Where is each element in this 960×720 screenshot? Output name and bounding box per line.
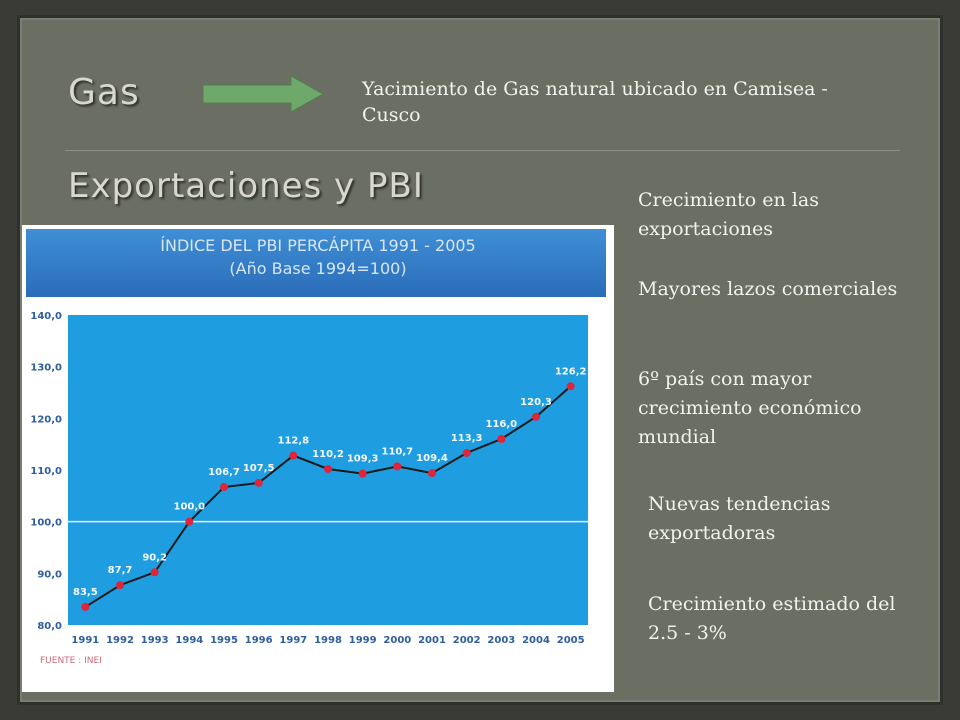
data-label: 126,2 (555, 366, 587, 377)
x-tick-label: 1995 (210, 635, 238, 646)
chart-subtitle: (Año Base 1994=100) (229, 259, 406, 278)
gdp-per-capita-chart: ÍNDICE DEL PBI PERCÁPITA 1991 - 2005 (Añ… (22, 225, 614, 692)
chart-title: ÍNDICE DEL PBI PERCÁPITA 1991 - 2005 (160, 236, 475, 255)
bullet-export-growth: Crecimiento en las exportaciones (638, 189, 819, 240)
data-point (116, 581, 124, 590)
x-tick-label: 1993 (141, 635, 169, 646)
x-tick-label: 1992 (106, 635, 134, 646)
divider (65, 150, 900, 151)
data-point (497, 435, 506, 443)
data-point (220, 483, 228, 492)
y-tick-label: 120,0 (30, 414, 62, 425)
y-tick-label: 100,0 (30, 518, 62, 529)
data-point (150, 568, 159, 577)
bullet-growth-rank: 6º país con mayor crecimiento económico … (638, 368, 862, 448)
data-label: 107,5 (243, 463, 275, 474)
chart-source: FUENTE : INEI (40, 656, 102, 666)
x-tick-label: 1998 (314, 635, 342, 646)
gas-title: Gas (68, 72, 140, 113)
data-point (566, 382, 575, 391)
data-label: 110,7 (382, 446, 414, 457)
x-tick-label: 2001 (418, 635, 446, 646)
data-markers (81, 382, 575, 611)
data-label: 106,7 (208, 467, 240, 478)
data-point (462, 448, 471, 457)
data-label: 116,0 (486, 419, 518, 430)
chart-header (26, 229, 606, 297)
x-tick-label: 1999 (349, 635, 377, 646)
data-point (185, 517, 194, 526)
gas-description: Yacimiento de Gas natural ubicado en Cam… (362, 78, 828, 126)
data-point (324, 464, 332, 473)
y-tick-label: 130,0 (30, 363, 62, 374)
x-axis: 1991 1992 1993 1994 1995 1996 1997 1998 1999 2000… (71, 635, 584, 646)
data-label: 100,0 (174, 502, 206, 513)
right-arrow-icon (203, 76, 323, 112)
data-label: 87,7 (108, 565, 133, 576)
data-point (428, 469, 436, 478)
y-tick-label: 140,0 (30, 311, 62, 322)
data-point (358, 469, 367, 478)
x-tick-label: 1991 (71, 635, 99, 646)
data-label: 110,2 (312, 449, 344, 460)
y-axis: 80,0 90,0 100,0 110,0 120,0 130,0 140,0 (30, 311, 62, 632)
data-point (532, 412, 540, 421)
data-label: 120,3 (520, 397, 552, 408)
data-label: 109,3 (347, 454, 379, 465)
x-tick-label: 1997 (279, 635, 307, 646)
y-tick-label: 80,0 (37, 621, 62, 632)
x-tick-label: 2003 (487, 635, 515, 646)
data-label: 90,2 (142, 552, 167, 563)
bullet-export-trends: Nuevas tendencias exportadoras (648, 493, 831, 544)
x-tick-label: 2000 (383, 635, 411, 646)
x-tick-label: 1996 (245, 635, 273, 646)
x-tick-label: 1994 (175, 635, 203, 646)
gdp-chart-panel: ÍNDICE DEL PBI PERCÁPITA 1991 - 2005 (Añ… (22, 225, 614, 692)
data-label: 109,4 (416, 453, 448, 464)
data-point (393, 462, 402, 471)
bullet-growth-estimate: Crecimiento estimado del 2.5 - 3% (648, 593, 896, 644)
x-tick-label: 2002 (453, 635, 481, 646)
data-point (289, 451, 298, 460)
data-label: 83,5 (73, 587, 98, 598)
exports-title: Exportaciones y PBI (68, 166, 424, 206)
x-tick-label: 2005 (557, 635, 585, 646)
data-point (81, 602, 90, 611)
data-label: 112,8 (278, 436, 310, 447)
data-point (254, 478, 263, 487)
data-label: 113,3 (451, 433, 483, 444)
bullet-trade-ties: Mayores lazos comerciales (638, 278, 898, 300)
y-tick-label: 90,0 (37, 569, 62, 580)
x-tick-label: 2004 (522, 635, 550, 646)
y-tick-label: 110,0 (30, 466, 62, 477)
